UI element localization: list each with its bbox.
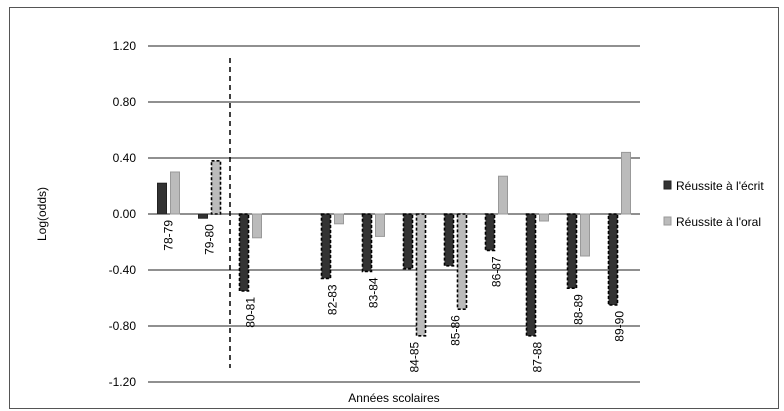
legend-swatch-oral	[663, 216, 672, 226]
category-label: 85-86	[449, 315, 463, 346]
bar-oral	[580, 213, 590, 257]
bar-ecrit	[198, 213, 208, 219]
category-label: 79-80	[203, 224, 217, 255]
bar-oral	[415, 213, 427, 337]
bar-ecrit	[320, 213, 332, 280]
category-label: 89-90	[613, 311, 627, 342]
chart-frame	[9, 7, 779, 409]
bar-oral	[210, 160, 222, 215]
y-tick-label: -0.40	[109, 263, 137, 277]
category-label: 78-79	[162, 220, 176, 251]
bar-ecrit	[607, 213, 619, 306]
category-label: 80-81	[244, 297, 258, 328]
y-tick-labels: 1.20 0.80 0.40 0.00 -0.40 -0.80 -1.20	[109, 39, 137, 389]
bars	[157, 151, 631, 337]
legend-label-oral: Réussite à l'oral	[676, 215, 761, 229]
bar-oral	[539, 213, 549, 222]
category-label: 82-83	[326, 284, 340, 315]
bar-ecrit	[361, 213, 373, 273]
bar-oral	[621, 151, 631, 215]
category-labels: 78-79 79-80 80-81 82-83 83-84 84-85 85-86 86-87…	[162, 220, 627, 373]
gridlines	[148, 45, 640, 383]
bar-oral	[252, 213, 262, 239]
y-axis-title: Log(odds)	[35, 187, 49, 241]
y-tick-label: 1.20	[113, 39, 137, 53]
bar-oral	[498, 175, 508, 215]
category-label: 87-88	[531, 341, 545, 372]
bar-ecrit	[484, 213, 496, 252]
bar-ecrit	[525, 213, 537, 337]
bar-oral	[375, 213, 385, 237]
legend-label-ecrit: Réussite à l'écrit	[676, 179, 764, 193]
category-label: 83-84	[367, 277, 381, 308]
bar-oral	[334, 213, 344, 225]
x-axis-title: Années scolaires	[348, 391, 439, 405]
bar-ecrit	[402, 213, 414, 270]
category-label: 86-87	[490, 256, 504, 287]
y-tick-label: 0.00	[113, 207, 137, 221]
bar-ecrit	[443, 213, 455, 267]
y-tick-label: 0.40	[113, 151, 137, 165]
bar-ecrit	[566, 213, 578, 289]
y-tick-label: -0.80	[109, 319, 137, 333]
bar-ecrit	[157, 182, 167, 215]
y-tick-label: 0.80	[113, 95, 137, 109]
bar-ecrit	[238, 213, 250, 292]
category-label: 84-85	[408, 341, 422, 372]
legend: Réussite à l'écrit Réussite à l'oral	[663, 179, 764, 229]
y-tick-label: -1.20	[109, 375, 137, 389]
bar-oral	[456, 213, 468, 310]
legend-swatch-ecrit	[663, 180, 672, 190]
category-label: 88-89	[572, 294, 586, 325]
bar-oral	[170, 171, 180, 215]
